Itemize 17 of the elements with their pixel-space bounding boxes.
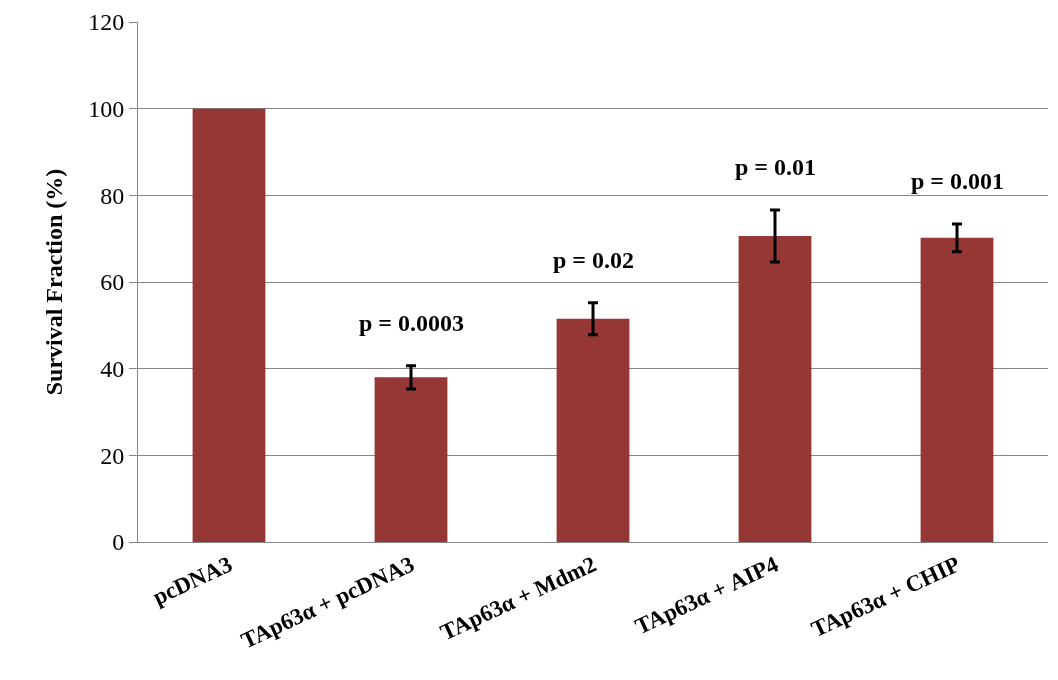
bar (192, 108, 266, 542)
annotation: p = 0.001 (911, 168, 1005, 194)
annotation: p = 0.01 (735, 154, 817, 180)
y-tick-label: 0 (112, 529, 125, 556)
bar (738, 236, 812, 542)
bar (920, 237, 994, 542)
bar (556, 318, 630, 542)
y-tick-label: 100 (88, 96, 125, 123)
y-axis-title: Survival Fraction (%) (41, 168, 68, 396)
y-tick-label: 60 (100, 269, 125, 296)
annotation: p = 0.02 (553, 247, 635, 273)
bar (374, 377, 448, 542)
y-tick-label: 120 (88, 9, 125, 36)
y-tick-label: 40 (100, 356, 125, 383)
y-tick-label: 80 (100, 182, 125, 209)
y-tick-label: 20 (100, 442, 125, 469)
annotation: p = 0.0003 (359, 310, 465, 336)
